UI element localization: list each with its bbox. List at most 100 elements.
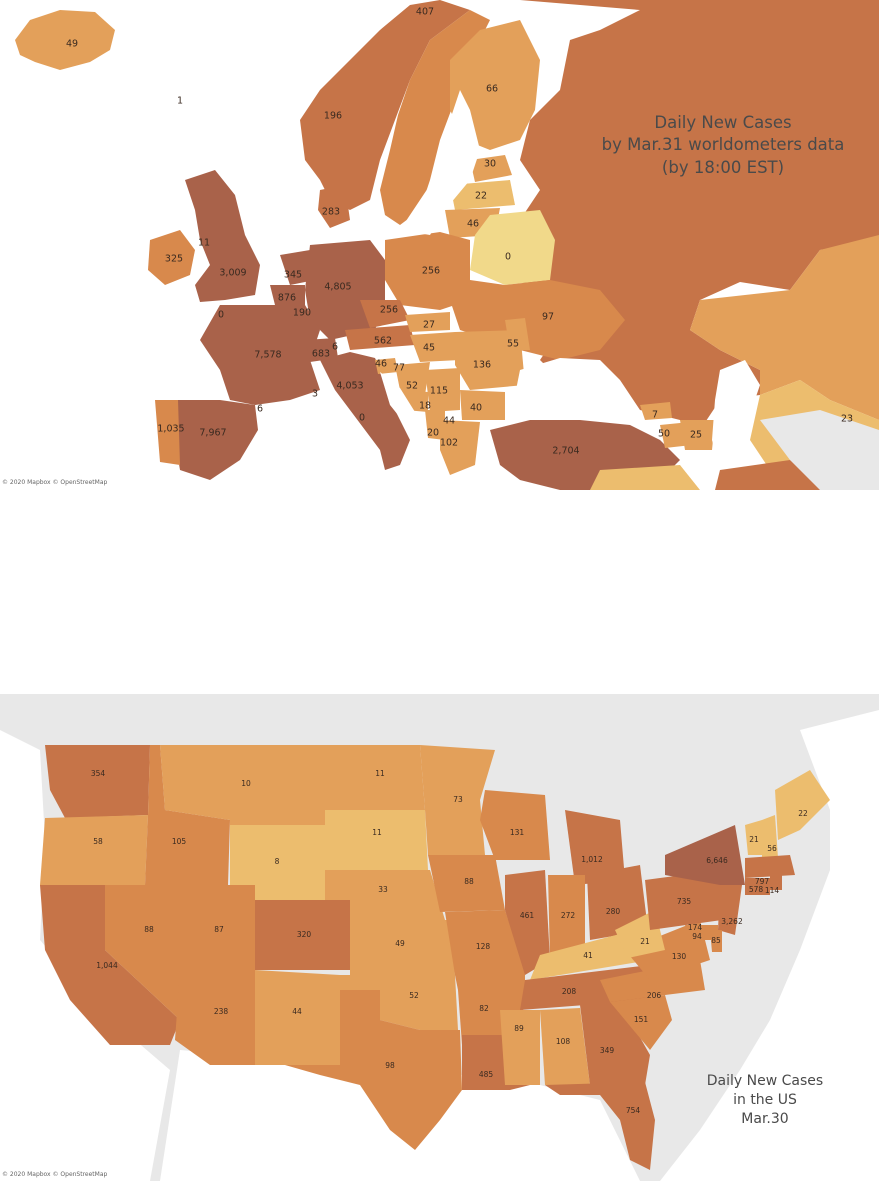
region-austria [345,325,415,350]
value-label: 10 [241,779,251,788]
value-label: 88 [144,925,154,934]
region-czechia [360,300,410,328]
value-label: 280 [606,907,621,916]
state-ny [665,825,745,885]
state-ne [325,870,445,920]
region-uk [185,170,260,302]
value-label: 151 [634,1015,649,1024]
value-label: 89 [514,1024,524,1033]
state-mn [420,745,495,855]
state-nc [600,960,705,1002]
value-label: 190 [293,308,311,319]
region-france [200,305,320,405]
value-label: 1,012 [581,855,603,864]
value-label: 115 [430,386,448,397]
state-wa [45,745,150,818]
us-value-labels: 354 10 11 73 22 58 105 11 131 21 56 8 1,… [91,769,808,1115]
state-ut [185,885,255,970]
value-label: 46 [375,359,387,370]
value-label: 85 [711,936,721,945]
title-line: Daily New Cases [654,113,792,132]
region-italy [320,352,410,470]
value-label: 44 [443,416,455,427]
value-label: 0 [505,252,511,263]
region-switzerland [305,338,338,362]
region-portugal [155,400,180,465]
value-label: 349 [600,1046,615,1055]
value-label: 131 [510,828,525,837]
region-belarus [470,210,555,285]
value-label: 40 [470,403,482,414]
water-adriatic [380,372,420,430]
value-label: 485 [479,1070,494,1079]
value-label: 98 [385,1061,395,1070]
state-ca [40,885,180,1045]
value-label: 30 [484,159,496,170]
value-label: 66 [486,84,498,95]
region-bulgaria [460,390,505,420]
value-label: 130 [672,952,687,961]
value-label: 49 [395,939,405,948]
value-label: 3 [312,389,318,400]
state-ms [500,1010,540,1085]
region-kazakhstan [690,235,879,420]
us-map[interactable]: 354 10 11 73 22 58 105 11 131 21 56 8 1,… [0,690,879,1181]
value-label: 52 [409,991,419,1000]
value-label: 272 [561,911,576,920]
state-me [775,770,830,840]
state-ks [350,920,455,975]
map-attribution[interactable]: © 2020 Mapbox © OpenStreetMap [2,1171,108,1178]
region-grey [760,410,879,490]
state-fl [545,1082,655,1170]
value-label: 97 [542,312,554,323]
region-romania [455,330,525,390]
title-line: in the US [733,1091,797,1108]
value-label: 562 [374,336,392,347]
region-netherlands [280,250,315,285]
value-label: 256 [422,266,440,277]
state-ky [530,930,650,980]
value-label: 82 [479,1004,489,1013]
value-label: 114 [765,886,780,895]
value-label: 22 [798,809,808,818]
value-label: 45 [423,343,435,354]
map-attribution[interactable]: © 2020 Mapbox © OpenStreetMap [2,479,108,486]
state-nv [105,885,185,1020]
value-label: 1,044 [96,961,118,970]
value-label: 25 [690,430,702,441]
value-label: 8 [275,857,280,866]
value-label: 108 [556,1037,571,1046]
value-label: 206 [647,991,662,1000]
value-label: 754 [626,1106,641,1115]
title-line: by Mar.31 worldometers data [601,135,845,155]
value-label: 56 [767,844,777,853]
value-label: 87 [214,925,224,934]
region-azerbaijan [680,420,715,450]
state-md [685,925,718,940]
value-label: 196 [324,111,342,122]
state-wy [230,825,325,900]
value-label: 407 [416,7,434,18]
europe-value-labels: 49 407 1 66 196 30 22 283 46 11 325 0 3,… [66,7,853,457]
europe-map[interactable]: 49 407 1 66 196 30 22 283 46 11 325 0 3,… [0,0,879,490]
value-label: 797 [755,877,770,886]
state-ga [580,1002,650,1085]
value-label: 354 [91,769,106,778]
value-label: 6 [332,342,338,353]
region-poland [385,232,470,310]
value-label: 20 [427,428,439,439]
value-label: 88 [464,877,474,886]
value-label: 23 [841,414,853,425]
value-label: 102 [440,438,458,449]
value-label: 7,967 [199,428,226,439]
europe-map-title: Daily New Cases by Mar.31 worldometers d… [588,112,858,179]
state-nd [325,745,425,810]
value-label: 1 [177,96,183,107]
value-label: 11 [198,238,210,249]
value-label: 4,053 [336,381,363,392]
state-ia [428,855,505,912]
value-label: 73 [453,795,463,804]
region-hungary [410,332,460,362]
title-line: Mar.30 [741,1110,789,1127]
region-finland [450,20,540,150]
